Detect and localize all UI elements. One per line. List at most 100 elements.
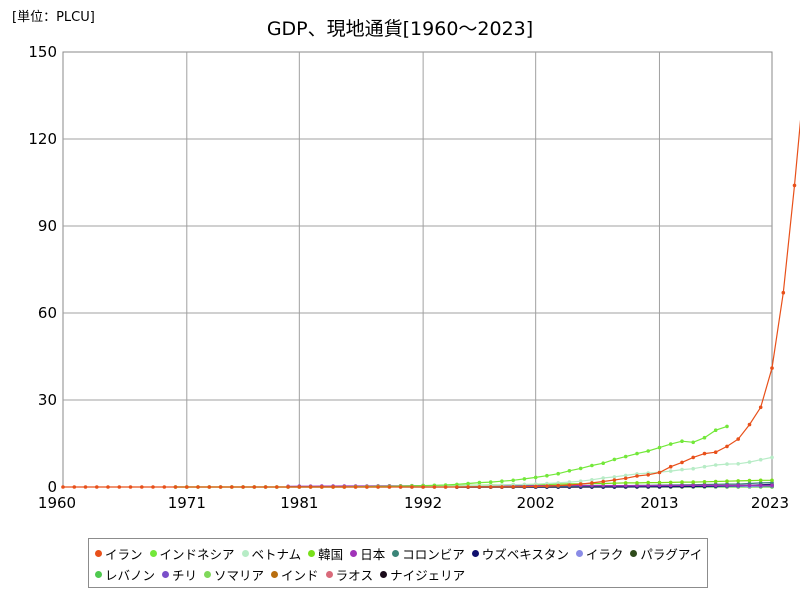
series-0-point [196,485,200,489]
legend-item: レバノン [95,565,155,584]
series-0-point [511,485,515,489]
legend-marker [271,571,279,578]
series-0-point [342,485,347,489]
series-1-point [623,454,628,459]
series-0-point [477,485,482,489]
series-0-point [185,485,189,489]
series-2-point [725,462,729,466]
series-2-point [770,455,774,460]
legend-item: イラン [95,544,143,563]
series-0-point [500,485,504,489]
series-1-point [590,463,594,468]
series-0-point [736,437,740,441]
series-0-point [252,485,257,489]
series-0-point [657,470,662,475]
legend-marker [162,571,170,578]
series-0-point [320,485,324,489]
y-tick-label: 0 [47,478,57,496]
series-0-point [567,483,572,487]
series-3-point [758,478,763,483]
series-1-point [725,424,729,429]
series-2-point [713,463,718,467]
series-0-point [387,485,392,489]
series-0-point [455,485,459,489]
legend-marker [95,550,102,557]
series-4-point [747,483,752,488]
legend-marker [149,550,157,557]
series-0-point [241,485,245,489]
legend-row-2: レバノン チリ ソマリア インド ラオス ナイジェリア [95,564,703,585]
series-0-point [691,455,695,460]
legend-item: チリ [162,565,197,584]
series-0-point [466,485,470,489]
series-0-point [601,479,605,484]
series-0-point [117,485,122,489]
series-4-point [702,483,707,488]
x-tick-label: 1971 [168,494,206,512]
series-3-point [713,479,718,484]
legend-item: ナイジェリア [380,565,465,584]
y-tick-label: 90 [38,217,57,235]
series-3-point [747,478,752,483]
series-0-point [151,485,155,489]
series-1-point [635,451,639,456]
series-0-point [376,485,380,489]
series-0-point [443,485,448,489]
series-3-point [770,478,774,483]
unit-label: [単位：PLCU] [12,10,95,25]
legend-label: インドネシア [159,547,235,562]
chart-title: GDP、現地通貨[1960〜2023] [266,18,534,40]
series-0-point [702,451,707,456]
series-0-point [230,485,234,489]
series-2-point [736,462,740,466]
series-0-point [398,485,403,489]
y-tick-label: 60 [38,304,57,322]
series-0-point [623,476,628,481]
series-2-point [623,473,628,478]
series-0-point [173,485,178,489]
series-1-point [533,475,538,480]
series-0 [61,119,800,489]
series-0-point [365,485,369,489]
series-0-point [263,485,268,489]
legend-label: チリ [172,568,198,583]
series-2-point [747,460,752,464]
series-2-point [680,467,684,472]
series-1-point [668,442,673,446]
series-0-point [590,481,594,485]
series-0-point [635,474,639,478]
y-tick-label: 120 [28,130,57,148]
legend-marker [204,571,212,578]
series-1-point [500,479,504,484]
x-tick-label: 2013 [640,494,678,512]
series-3-point [691,480,695,484]
series-2-point [545,481,549,486]
series-1-point [522,477,527,481]
series-1-point [511,478,515,483]
series-3-point [657,480,662,485]
legend-label: ラオス [335,568,374,583]
legend-label: イラン [105,547,143,562]
y-tick-label: 30 [38,391,57,409]
series-1-point [466,481,470,486]
legend-marker [95,571,102,578]
series-3-point [635,481,639,485]
legend-label: 韓国 [318,547,344,562]
series-0-point [612,478,617,482]
legend-marker [380,571,388,578]
series-4-point [623,483,628,488]
series-4-point [657,483,662,488]
series-0-point [545,484,549,488]
series-0-point [286,485,290,489]
series-1-point [680,439,684,444]
series-0-point [725,444,729,449]
grid-lines [63,52,772,487]
series-4-point [770,483,774,488]
legend-label: インド [281,568,319,583]
legend-marker [630,550,638,557]
series-2-point [691,466,695,471]
series-1-point [455,482,459,487]
series-3-point [702,480,707,484]
legend-label: コロンビア [402,547,465,562]
legend-item: イラク [575,544,623,563]
